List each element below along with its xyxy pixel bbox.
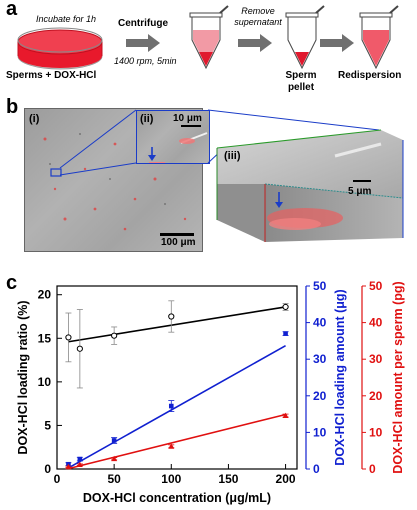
red-y-tick-label: 0 [369,462,376,476]
x-axis-label: DOX-HCl concentration (μg/mL) [83,491,271,505]
red-fit-line [68,413,286,470]
tube-icon [189,5,229,70]
left-y-tick-label: 15 [38,331,52,345]
scale-bar-i-label: 100 μm [161,237,196,248]
red-data-point [65,463,72,470]
black-fit-line [68,306,286,343]
blue-data-point [283,331,288,336]
sub-ii-label: (ii) [140,113,154,125]
centrifuge-params: 1400 rpm, 5min [114,56,177,66]
remove-label-2: supernatant [234,17,282,27]
micrograph-inset: (ii) 10 μm [136,110,210,164]
panel-b-label: b [6,96,19,118]
micrograph-3d-reconstruction [216,129,404,242]
blue-y-tick-label: 0 [313,462,320,476]
pellet-label-2: pellet [287,82,315,93]
black-data-point [111,332,118,339]
blue-y-tick-label: 10 [313,425,327,439]
remove-label-1: Remove [241,6,275,16]
x-tick-label: 50 [107,472,121,486]
x-tick-label: 100 [161,472,181,486]
red-y-axis-label: DOX-HCl amount per sperm (pg) [391,281,405,473]
x-tick-label: 0 [54,472,61,486]
left-y-axis-label: DOX-HCl loading ratio (%) [16,300,30,454]
red-y-tick-label: 10 [369,425,383,439]
blue-data-point [111,438,117,443]
blue-y-tick-label: 20 [313,389,327,403]
blue-y-tick-label: 50 [313,279,327,293]
pellet-label-1: Sperm [285,70,317,81]
blue-y-tick-label: 30 [313,352,327,366]
red-y-tick-label: 20 [369,389,383,403]
sub-i-label: (i) [29,113,40,125]
red-data-point [111,455,118,462]
tube-icon [359,5,399,70]
red-data-point [282,412,289,418]
left-y-tick-label: 20 [38,288,52,302]
left-y-tick-label: 5 [44,418,51,432]
black-data-point [282,303,289,311]
blue-y-tick-label: 40 [313,316,327,330]
panel-c-label: c [6,272,18,294]
scale-bar-ii-label: 10 μm [173,113,202,124]
scale-bar-iii-label: 5 μm [348,186,372,197]
blue-data-point [168,403,174,409]
arrow-icon [238,34,272,52]
black-data-point [65,334,72,341]
incubate-caption: Incubate for 1h [35,14,97,24]
sub-iii-label: (iii) [224,150,241,162]
red-y-tick-label: 50 [369,279,383,293]
blue-fit-line [68,344,286,469]
panel-a-label: a [6,0,18,20]
red-y-tick-label: 30 [369,352,383,366]
tube-icon [285,5,325,70]
red-y-tick-label: 40 [369,316,383,330]
blue-y-axis-label: DOX-HCl loading amount (μg) [333,289,347,465]
black-data-point [168,313,175,320]
left-y-tick-label: 10 [38,375,52,389]
x-tick-label: 200 [276,472,296,486]
red-data-point [76,461,83,468]
plot-frame [56,285,298,470]
black-data-point [76,345,83,352]
redispersion-label: Redispersion [338,70,402,81]
red-data-point [168,443,175,449]
sperm-dox-label: Sperms + DOX-HCl [6,70,97,81]
x-tick-label: 150 [218,472,238,486]
blue-data-point [77,456,83,462]
arrow-icon [320,34,354,52]
petri-dish-icon [17,27,103,70]
left-y-tick-label: 0 [44,462,51,476]
arrow-icon [126,34,160,52]
centrifuge-label: Centrifuge [118,18,168,29]
